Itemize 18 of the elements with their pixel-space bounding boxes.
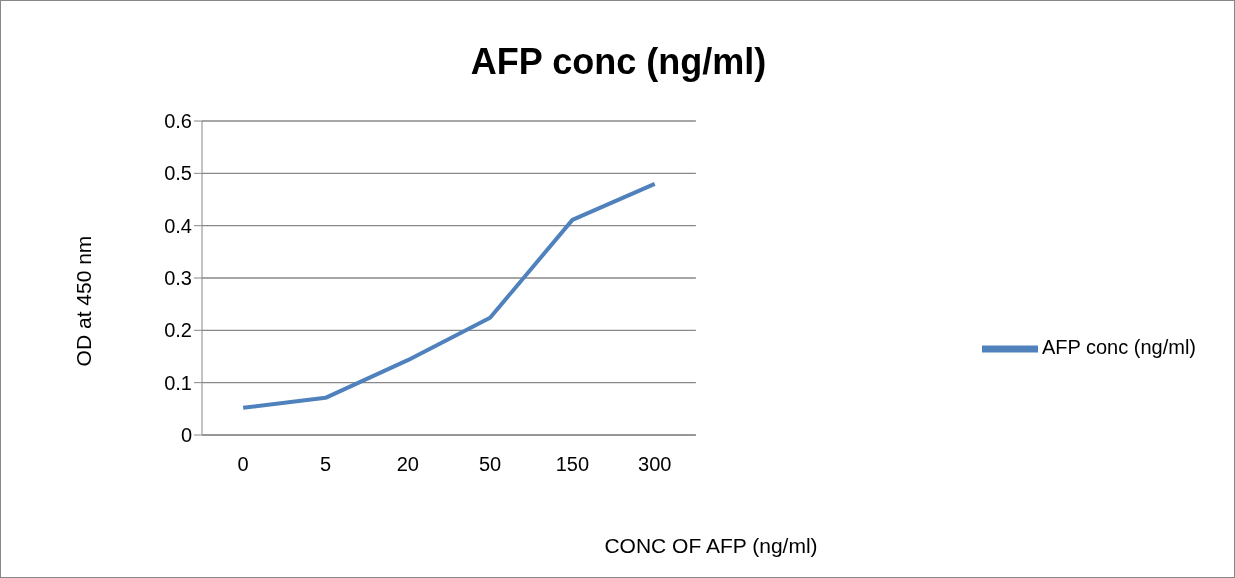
y-tick-label: 0.3	[164, 267, 192, 290]
x-axis-title: CONC OF AFP (ng/ml)	[604, 534, 818, 557]
y-tick-label: 0.5	[164, 162, 192, 185]
x-tick-label: 20	[396, 453, 419, 476]
legend-label: AFP conc (ng/ml)	[1041, 336, 1196, 359]
x-tick-label: 150	[555, 453, 590, 476]
x-tick-label: 5	[319, 453, 332, 476]
y-axis-title: OD at 450 nm	[72, 235, 95, 367]
y-tick-label: 0	[180, 424, 192, 447]
y-tick-label: 0.2	[164, 319, 192, 342]
y-tick-label: 0.1	[164, 371, 192, 394]
chart-title: AFP conc (ng/ml)	[469, 41, 768, 83]
y-tick-label: 0.4	[164, 214, 192, 237]
x-tick-label: 0	[237, 453, 249, 476]
x-tick-label: 50	[478, 453, 502, 476]
x-tick-label: 300	[638, 453, 672, 476]
line-series	[241, 181, 657, 410]
y-tick-label: 0.6	[164, 110, 192, 133]
